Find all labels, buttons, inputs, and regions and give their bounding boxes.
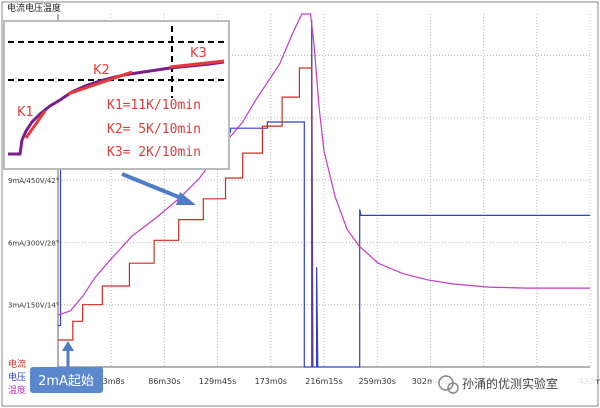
grid	[57, 14, 591, 368]
legend-voltage: 电压	[8, 371, 26, 383]
watermark: 孙涌的优测实验室	[432, 368, 596, 404]
y-tick-label-1: 6mA/300V/28°	[8, 239, 59, 247]
watermark-backdrop	[432, 368, 596, 404]
x-tick-label-2: 129m45s	[199, 377, 236, 386]
watermark-wechat-icon-small	[447, 382, 459, 394]
callout-arrow-shaft	[121, 172, 187, 202]
callout-arrow	[121, 172, 196, 205]
series-voltage-line	[58, 67, 313, 367]
x-tick-label-0: 43m8s	[98, 377, 125, 386]
x-tick-label-3: 173m0s	[255, 377, 287, 386]
start-arrow-head	[62, 341, 74, 351]
inset-rate-k3: K3= 2K/10min	[107, 145, 201, 160]
legend-current: 电流	[8, 358, 26, 370]
y-tick-label-2: 9mA/450V/42°	[8, 177, 59, 185]
x-tick-label-6: 302m45s	[412, 377, 449, 386]
inset-label-k2: K2	[93, 63, 110, 78]
y-tick-label-0: 3mA/150V/14°	[8, 302, 59, 310]
x-tick-label-1: 86m30s	[148, 377, 180, 386]
start-annotation: 2mA起始	[30, 341, 103, 393]
inset-rate-k2: K2= 5K/10min	[107, 122, 201, 137]
inset-fit-k2	[67, 70, 133, 96]
chart-title: 电流电压温度	[7, 2, 61, 14]
inset-panel: K1 K2 K3 K1=11K/10min K2= 5K/10min K3= 2…	[3, 20, 230, 170]
inset-fit-k3	[169, 59, 225, 69]
callout-arrow-head	[176, 192, 196, 205]
start-badge	[30, 367, 103, 393]
x-tick-label-5: 259m30s	[358, 377, 395, 386]
watermark-text: 孙涌的优测实验室	[462, 376, 558, 391]
inset-fit-k1	[24, 110, 47, 139]
legend: 电流 电压 温度	[8, 358, 26, 396]
x-tick-label-4: 216m15s	[305, 377, 342, 386]
inset-label-k3: K3	[190, 46, 207, 61]
series-temperature-line	[57, 13, 590, 316]
inset-rate-k1: K1=11K/10min	[107, 98, 201, 113]
start-badge-text: 2mA起始	[38, 374, 94, 389]
legend-temperature: 温度	[8, 384, 26, 396]
inset-label-k1: K1	[17, 105, 34, 120]
inset-frame	[3, 20, 230, 170]
